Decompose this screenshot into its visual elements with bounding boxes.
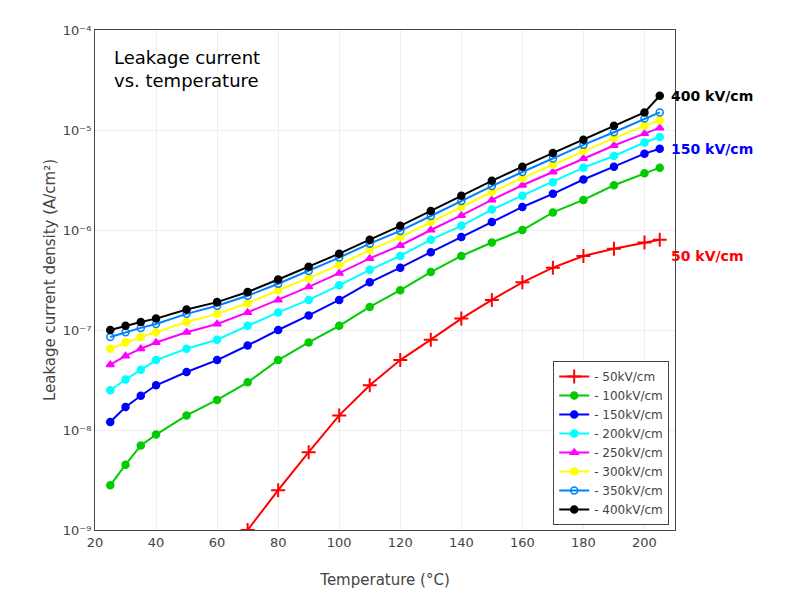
svg-text:150 kV/cm: 150 kV/cm <box>671 141 753 157</box>
svg-text:40: 40 <box>148 535 165 550</box>
svg-text:160: 160 <box>510 535 535 550</box>
svg-text:100: 100 <box>327 535 352 550</box>
svg-text:10⁻⁴: 10⁻⁴ <box>63 23 92 38</box>
svg-text:Temperature (°C): Temperature (°C) <box>319 571 449 589</box>
svg-text:10⁻⁶: 10⁻⁶ <box>63 223 92 238</box>
svg-text:60: 60 <box>209 535 226 550</box>
svg-text:20: 20 <box>87 535 104 550</box>
svg-text:- 400kV/cm: - 400kV/cm <box>594 503 663 517</box>
svg-text:10⁻⁹: 10⁻⁹ <box>63 523 92 538</box>
svg-text:Leakage current density (A/cm²: Leakage current density (A/cm²) <box>41 159 59 401</box>
svg-text:- 250kV/cm: - 250kV/cm <box>594 446 663 460</box>
svg-text:- 300kV/cm: - 300kV/cm <box>594 465 663 479</box>
svg-text:120: 120 <box>388 535 413 550</box>
svg-text:400 kV/cm: 400 kV/cm <box>671 88 753 104</box>
svg-text:- 200kV/cm: - 200kV/cm <box>594 427 663 441</box>
svg-text:- 50kV/cm: - 50kV/cm <box>594 370 655 384</box>
svg-text:200: 200 <box>632 535 657 550</box>
svg-text:- 100kV/cm: - 100kV/cm <box>594 389 663 403</box>
svg-text:80: 80 <box>270 535 287 550</box>
svg-text:50 kV/cm: 50 kV/cm <box>671 248 744 264</box>
svg-text:180: 180 <box>571 535 596 550</box>
svg-text:10⁻⁸: 10⁻⁸ <box>63 423 92 438</box>
svg-text:140: 140 <box>449 535 474 550</box>
svg-text:10⁻⁷: 10⁻⁷ <box>63 323 92 338</box>
svg-text:- 150kV/cm: - 150kV/cm <box>594 408 663 422</box>
svg-text:10⁻⁵: 10⁻⁵ <box>63 123 92 138</box>
svg-text:- 350kV/cm: - 350kV/cm <box>594 484 663 498</box>
svg-text:Leakage currentvs. temperature: Leakage currentvs. temperature <box>114 47 260 91</box>
